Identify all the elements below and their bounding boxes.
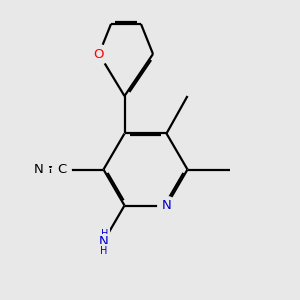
- Text: H: H: [101, 229, 109, 239]
- Text: H: H: [100, 245, 107, 256]
- Text: N: N: [162, 199, 171, 212]
- Text: C: C: [57, 163, 66, 176]
- Text: O: O: [94, 47, 104, 61]
- Text: N: N: [34, 163, 44, 176]
- Text: N: N: [99, 235, 108, 248]
